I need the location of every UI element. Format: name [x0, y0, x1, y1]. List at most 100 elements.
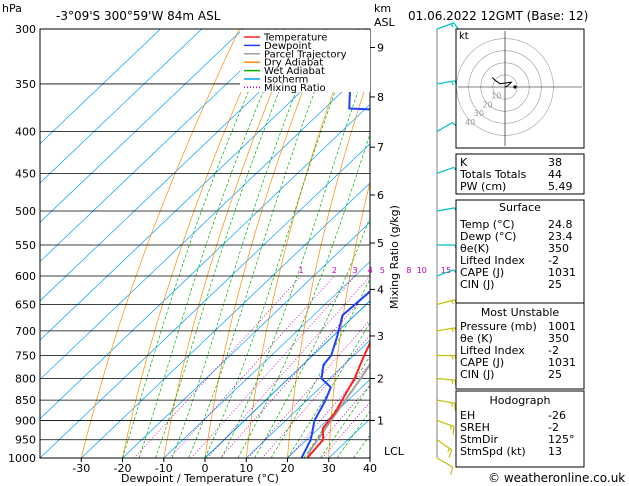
wet-adiabat-line — [303, 355, 370, 458]
wet-adiabat-line — [237, 132, 370, 458]
location-title: -3°09'S 300°59'W 84m ASL — [56, 9, 221, 23]
hodograph-row-value: -2 — [548, 421, 559, 434]
most-unstable-row-value: 25 — [548, 368, 562, 381]
asl-label: ASL — [374, 16, 396, 29]
wind-barb-feather — [448, 449, 453, 458]
pressure-tick-label: 350 — [15, 78, 36, 91]
km-tick-label: 6 — [377, 189, 384, 202]
hodograph-row-label: StmDir — [460, 433, 499, 446]
pressure-tick-label: 600 — [15, 270, 36, 283]
wind-barb-staff — [436, 399, 455, 404]
temperature-tick-label: -30 — [72, 462, 90, 475]
isotherm-line — [287, 378, 370, 458]
mixing-ratio-tick-label: 3 — [353, 266, 358, 275]
temperature-tick-label: 20 — [281, 462, 295, 475]
km-tick-label: 1 — [377, 414, 384, 427]
pressure-tick-labels: 300 350 400 450 500 550 600 650 700 750 800 850 900 9… — [8, 23, 36, 465]
pressure-tick-label: 800 — [15, 372, 36, 385]
temperature-tick-label: 30 — [322, 462, 336, 475]
wind-barb-staff — [436, 207, 455, 212]
km-tick-label: 2 — [377, 372, 384, 385]
datetime-title: 01.06.2022 12GMT (Base: 12) — [408, 9, 588, 23]
mixing-ratio-line — [134, 275, 302, 458]
hpa-label: hPa — [2, 2, 22, 15]
wind-barbs — [436, 22, 459, 475]
mixing-ratio-line — [321, 401, 370, 458]
hodograph-row-value: 125° — [548, 433, 575, 446]
wet-adiabat-line — [287, 321, 370, 458]
mixing-ratio-tick-label: 10 — [417, 266, 427, 275]
stability-tables: K 38 Totals Totals 44 PW (cm) 5.49 Surface Temp… — [455, 153, 585, 468]
mixing-ratio-line — [287, 363, 370, 458]
x-axis-label: Dewpoint / Temperature (°C) — [121, 472, 279, 485]
legend-label: Mixing Ratio — [264, 83, 326, 94]
hodograph-row-label: EH — [460, 409, 475, 422]
most-unstable-row-value: 1031 — [548, 356, 576, 369]
legend-label: Dry Adiabat — [264, 58, 323, 69]
temperature-tick-labels: -30 -20 -10 0 10 20 30 40 — [72, 458, 377, 475]
surface-row-label: Dewp (°C) — [460, 230, 516, 243]
dry-adiabat-line — [599, 29, 619, 458]
isotherm-line — [204, 300, 370, 458]
most-unstable-box — [455, 302, 585, 390]
wet-adiabat-line — [122, 29, 277, 458]
km-tick-label: 5 — [377, 237, 384, 250]
km-tick-label: 4 — [377, 283, 384, 296]
legend-label: Wet Adiabat — [264, 66, 325, 77]
surface-row-value: 23.4 — [548, 230, 573, 243]
hodograph-row-value: 13 — [548, 445, 562, 458]
most-unstable-row-label: Lifted Index — [460, 344, 525, 357]
legend-label: Isotherm — [264, 75, 308, 86]
pressure-tick-label: 450 — [15, 167, 36, 180]
surface-row-value: 350 — [548, 242, 569, 255]
surface-row-label: Temp (°C) — [459, 218, 515, 231]
most-unstable-row-value: 1001 — [548, 320, 576, 333]
pressure-tick-label: 300 — [15, 23, 36, 36]
km-tick-label: 3 — [377, 330, 384, 343]
most-unstable-row-label: Pressure (mb) — [460, 320, 537, 333]
isotherm-line — [40, 143, 370, 458]
hodograph-ring-label: 40 — [465, 118, 475, 127]
isotherm-line — [40, 29, 202, 184]
isotherm-line — [40, 29, 326, 302]
surface-row-label: CIN (J) — [460, 278, 494, 291]
dewpoint-line — [300, 68, 370, 458]
legend-box — [240, 30, 370, 92]
mixing-ratio-line — [169, 275, 335, 458]
parcel-line — [306, 362, 370, 458]
most-unstable-row-label: CAPE (J) — [460, 356, 504, 369]
pressure-tick-label: 750 — [15, 349, 36, 362]
temperature-tick-label: -10 — [155, 462, 173, 475]
pressure-tick-label: 1000 — [8, 452, 36, 465]
skewt-plot-area — [40, 29, 619, 458]
index-row-value: 5.49 — [548, 180, 573, 193]
dry-adiabat-line — [122, 29, 270, 458]
legend-label: Dewpoint — [264, 41, 312, 52]
most-unstable-row-label: CIN (J) — [460, 368, 494, 381]
most-unstable-row-value: 350 — [548, 332, 569, 345]
pressure-tick-label: 900 — [15, 414, 36, 427]
km-tick-label: 8 — [377, 91, 384, 104]
surface-row-label: θe(K) — [460, 242, 489, 255]
most-unstable-title: Most Unstable — [481, 306, 560, 319]
lcl-label: LCL — [384, 445, 405, 458]
mixing-ratio-tick-label: 5 — [380, 266, 385, 275]
wind-barb-staff — [436, 269, 455, 277]
surface-row-value: 1031 — [548, 266, 576, 279]
hodograph-unit-label: kt — [459, 31, 469, 42]
hodograph-ring-label: 20 — [482, 100, 492, 109]
wet-adiabat-line — [188, 29, 340, 458]
isotherm-line — [40, 29, 367, 341]
most-unstable-row-value: -2 — [548, 344, 559, 357]
wind-barb-feather — [453, 22, 459, 30]
temperature-line — [306, 340, 370, 458]
wind-barb-feather — [450, 300, 455, 305]
mixing-ratio-line — [220, 289, 370, 458]
mixing-ratio-tick-label: 4 — [368, 266, 373, 275]
hodograph-ring-label: 10 — [491, 92, 501, 101]
temperature-tick-label: 0 — [202, 462, 209, 475]
pressure-tick-label: 550 — [15, 239, 36, 252]
